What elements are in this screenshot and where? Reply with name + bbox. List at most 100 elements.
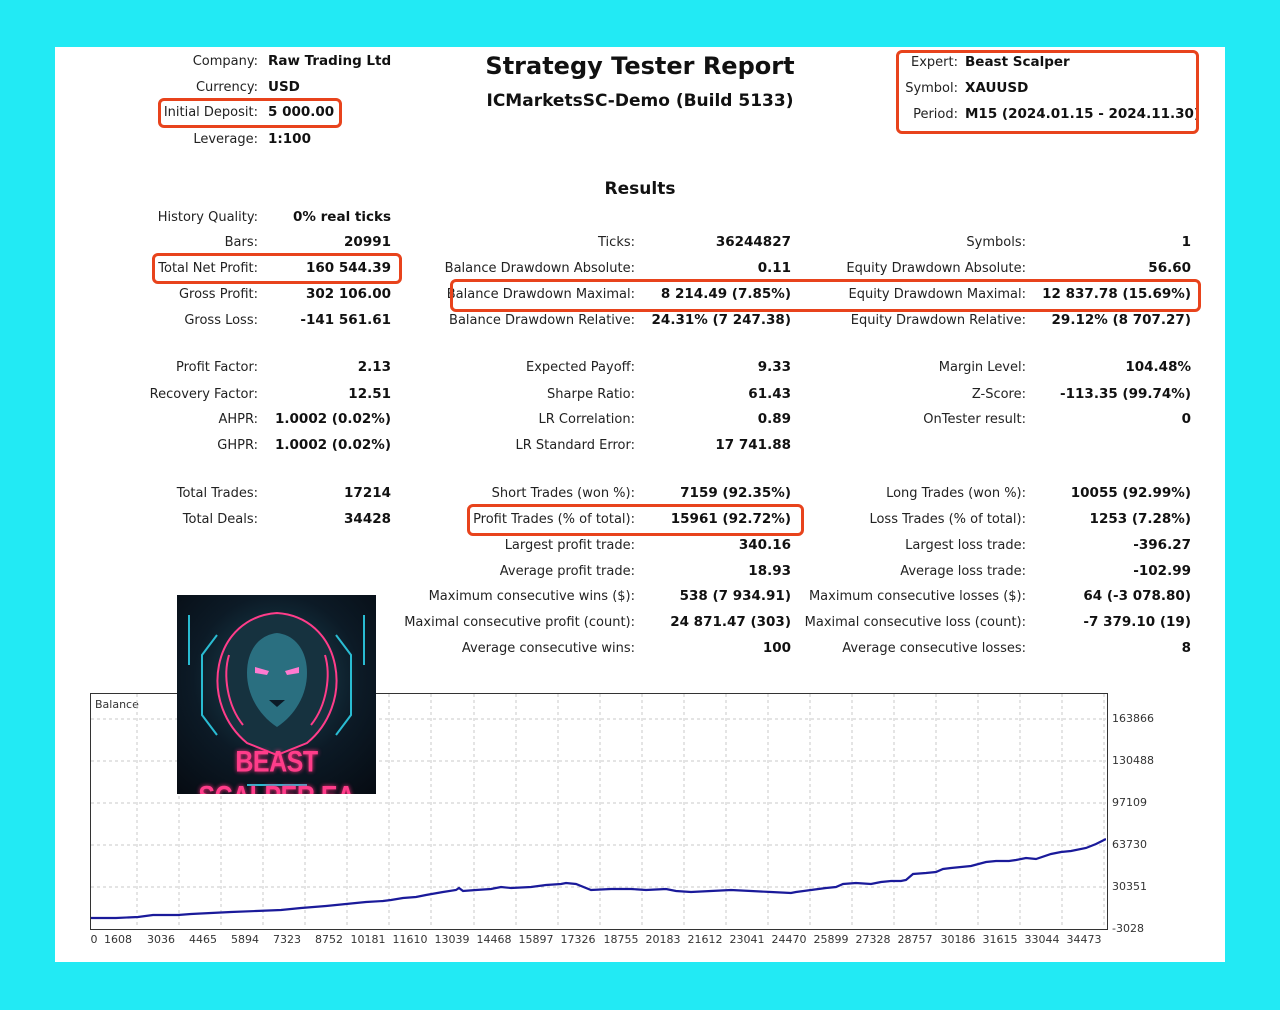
stat-value: 0: [1181, 411, 1191, 427]
stat-value: 36244827: [715, 234, 791, 250]
stat-label: Expected Payoff:: [526, 360, 635, 375]
stat-value: 20991: [344, 234, 391, 250]
stat-value: 1253 (7.28%): [1089, 511, 1191, 527]
initial-deposit-label: Initial Deposit:: [163, 105, 258, 120]
stat-value: -113.35 (99.74%): [1060, 386, 1191, 402]
stat-value: 0% real ticks: [293, 209, 391, 225]
x-tick: 10181: [350, 933, 386, 946]
stat-value: 15961 (92.72%): [670, 511, 791, 527]
lion-head-icon: [188, 611, 365, 786]
company-label: Company:: [192, 54, 258, 69]
report-title: Strategy Tester Report: [485, 52, 795, 80]
stat-value: 340.16: [738, 537, 791, 553]
stat-label: LR Standard Error:: [515, 438, 635, 453]
stat-value: 12 837.78 (15.69%): [1042, 286, 1191, 302]
stat-label: Largest loss trade:: [905, 538, 1026, 553]
y-tick: 163866: [1112, 712, 1154, 725]
stat-label: Maximum consecutive losses ($):: [808, 589, 1026, 604]
stat-label: Long Trades (won %):: [886, 486, 1026, 501]
currency-label: Currency:: [195, 80, 258, 95]
stat-label: Recovery Factor:: [149, 387, 258, 402]
x-tick: 28757: [897, 933, 933, 946]
stat-value: 7159 (92.35%): [680, 485, 791, 501]
stat-label: Largest profit trade:: [504, 538, 635, 553]
x-tick: 31615: [982, 933, 1018, 946]
stat-label: Equity Drawdown Absolute:: [846, 261, 1026, 276]
report-page: Company: Raw Trading Ltd Currency: USD I…: [55, 47, 1225, 962]
stat-label: Sharpe Ratio:: [547, 387, 635, 402]
y-tick: 63730: [1112, 838, 1147, 851]
stat-label: Balance Drawdown Relative:: [449, 313, 635, 328]
x-tick: 18755: [603, 933, 639, 946]
stat-label: GHPR:: [217, 438, 258, 453]
period-label: Period:: [913, 107, 958, 122]
x-tick: 17326: [560, 933, 596, 946]
x-tick: 4465: [189, 933, 217, 946]
y-tick: 30351: [1112, 880, 1147, 893]
results-heading: Results: [604, 179, 676, 199]
x-tick: 5894: [231, 933, 259, 946]
stat-label: Average profit trade:: [499, 564, 635, 579]
stat-label: Profit Factor:: [176, 360, 258, 375]
highlight-profit-trades: [467, 504, 804, 536]
stat-value: -7 379.10 (19): [1083, 614, 1191, 630]
stat-label: Average consecutive wins:: [461, 641, 635, 656]
x-tick: 15897: [518, 933, 554, 946]
stat-value: 24.31% (7 247.38): [651, 312, 791, 328]
x-tick: 30186: [940, 933, 976, 946]
stat-label: Maximum consecutive wins ($):: [428, 589, 635, 604]
stat-label: Maximal consecutive loss (count):: [804, 615, 1026, 630]
stat-label: Total Deals:: [182, 512, 258, 527]
symbol-value: XAUUSD: [965, 80, 1029, 96]
y-tick: -3028: [1112, 922, 1144, 935]
highlight-initial-deposit: [158, 98, 342, 128]
balance-chart: Balance: [90, 693, 1108, 930]
stat-label: Margin Level:: [938, 360, 1026, 375]
stat-label: Loss Trades (% of total):: [869, 512, 1026, 527]
x-tick: 3036: [147, 933, 175, 946]
x-tick: 21612: [687, 933, 723, 946]
stat-label: Profit Trades (% of total):: [473, 512, 635, 527]
stat-value: 29.12% (8 707.27): [1051, 312, 1191, 328]
x-tick: 33044: [1024, 933, 1060, 946]
leverage-value: 1:100: [268, 131, 311, 147]
highlight-drawdown-maximal: [450, 279, 1201, 312]
stat-value: 0.11: [757, 260, 791, 276]
stat-label: Symbols:: [966, 235, 1026, 250]
expert-label: Expert:: [911, 55, 958, 70]
stat-label: LR Correlation:: [538, 412, 635, 427]
balance-line: [91, 838, 1106, 920]
chart-title: Balance: [95, 698, 139, 711]
x-tick: 34473: [1066, 933, 1102, 946]
x-tick: 24470: [771, 933, 807, 946]
stat-label: Gross Profit:: [178, 287, 258, 302]
stat-value: 0.89: [757, 411, 791, 427]
highlight-expert-info: [896, 50, 1199, 134]
stat-value: 17 741.88: [715, 437, 791, 453]
stat-value: 18.93: [748, 563, 791, 579]
stat-label: Total Net Profit:: [158, 261, 258, 276]
stat-label: Balance Drawdown Maximal:: [446, 287, 635, 302]
stat-value: 8: [1181, 640, 1191, 656]
x-tick: 25899: [813, 933, 849, 946]
stat-value: 8 214.49 (7.85%): [660, 286, 791, 302]
stat-label: Ticks:: [598, 235, 635, 250]
stat-label: Balance Drawdown Absolute:: [444, 261, 635, 276]
stat-label: AHPR:: [218, 412, 258, 427]
stat-label: Average loss trade:: [900, 564, 1026, 579]
leverage-label: Leverage:: [193, 132, 258, 147]
stat-value: 1.0002 (0.02%): [275, 437, 391, 453]
period-value: M15 (2024.01.15 - 2024.11.30): [965, 106, 1201, 122]
x-tick: 27328: [855, 933, 891, 946]
x-tick: 8752: [315, 933, 343, 946]
stat-label: Short Trades (won %):: [491, 486, 635, 501]
logo-text: BEAST SCALPER EA: [198, 745, 355, 794]
stat-value: 61.43: [748, 386, 791, 402]
stat-label: Total Trades:: [176, 486, 258, 501]
stat-value: -396.27: [1133, 537, 1191, 553]
expert-value: Beast Scalper: [965, 54, 1070, 70]
stat-value: 34428: [344, 511, 391, 527]
stat-value: 1: [1181, 234, 1191, 250]
report-subtitle: ICMarketsSC-Demo (Build 5133): [486, 91, 794, 111]
stat-value: 24 871.47 (303): [670, 614, 791, 630]
